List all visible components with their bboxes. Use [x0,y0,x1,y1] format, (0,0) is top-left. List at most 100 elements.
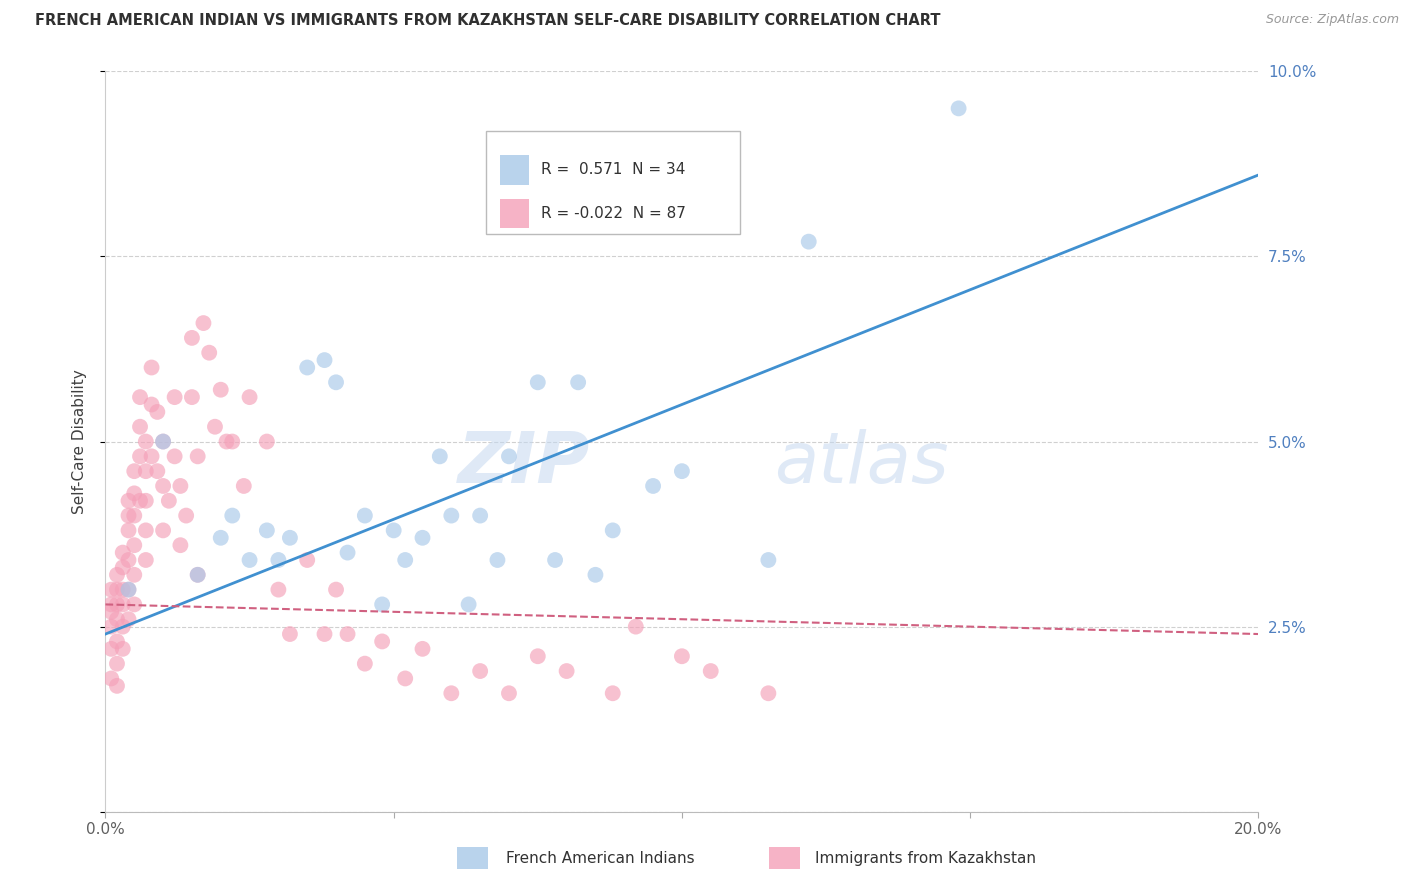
Point [371,598,394,612]
Point [100,582,122,597]
Point [297,553,319,567]
Point [555,664,578,678]
Point [758,686,780,700]
Point [105,567,128,582]
Point [198,345,221,359]
Point [567,376,589,390]
Point [141,450,163,464]
Point [129,450,152,464]
Point [671,464,693,478]
Point [314,353,336,368]
Text: atlas: atlas [775,429,949,499]
Point [117,612,139,626]
Point [382,524,405,538]
Point [152,479,174,493]
Point [152,434,174,449]
Point [124,567,146,582]
FancyBboxPatch shape [486,130,740,235]
Point [278,531,301,545]
Point [129,493,152,508]
Point [129,419,152,434]
Point [135,553,157,567]
Point [624,619,647,633]
Point [267,553,290,567]
Point [117,553,139,567]
Bar [499,199,529,228]
Point [544,553,567,567]
Point [700,664,723,678]
Point [239,390,262,404]
Point [602,524,624,538]
Point [486,553,509,567]
Point [256,524,278,538]
Point [232,479,254,493]
Point [100,605,122,619]
Point [187,567,209,582]
Point [354,508,377,523]
Point [412,531,434,545]
Point [169,538,191,552]
Text: Source: ZipAtlas.com: Source: ZipAtlas.com [1265,13,1399,27]
Point [336,545,359,560]
Point [758,553,780,567]
Point [797,235,820,249]
Point [209,531,232,545]
Point [412,641,434,656]
Bar [499,155,529,185]
Point [146,405,169,419]
Point [157,493,180,508]
Point [498,450,520,464]
Point [457,598,479,612]
Text: ZIP: ZIP [457,429,589,499]
Point [671,649,693,664]
Point [585,567,607,582]
Point [105,612,128,626]
Point [948,101,970,115]
Point [124,598,146,612]
Point [111,545,134,560]
Point [152,434,174,449]
Point [105,582,128,597]
Point [117,508,139,523]
Point [111,560,134,574]
Point [135,524,157,538]
Point [100,641,122,656]
Point [221,434,243,449]
Point [100,672,122,686]
Text: French American Indians: French American Indians [506,851,695,865]
Text: R = -0.022  N = 87: R = -0.022 N = 87 [541,206,686,221]
Point [215,434,238,449]
Point [111,641,134,656]
Y-axis label: Self-Care Disability: Self-Care Disability [72,369,87,514]
Point [470,508,492,523]
Text: Immigrants from Kazakhstan: Immigrants from Kazakhstan [815,851,1036,865]
Point [394,553,416,567]
Point [209,383,232,397]
Point [643,479,665,493]
Point [440,508,463,523]
Point [354,657,377,671]
Point [152,524,174,538]
Point [181,331,204,345]
Point [267,582,290,597]
Point [141,360,163,375]
Point [297,360,319,375]
Point [141,397,163,411]
Point [221,508,243,523]
Point [100,598,122,612]
Point [111,598,134,612]
Point [440,686,463,700]
Point [187,450,209,464]
Point [429,450,451,464]
Point [129,390,152,404]
Point [371,634,394,648]
Text: FRENCH AMERICAN INDIAN VS IMMIGRANTS FROM KAZAKHSTAN SELF-CARE DISABILITY CORREL: FRENCH AMERICAN INDIAN VS IMMIGRANTS FRO… [35,13,941,29]
Point [100,619,122,633]
Point [527,376,550,390]
Point [124,464,146,478]
Point [498,686,520,700]
Text: R =  0.571  N = 34: R = 0.571 N = 34 [541,162,686,178]
Point [181,390,204,404]
Point [135,434,157,449]
Point [187,567,209,582]
